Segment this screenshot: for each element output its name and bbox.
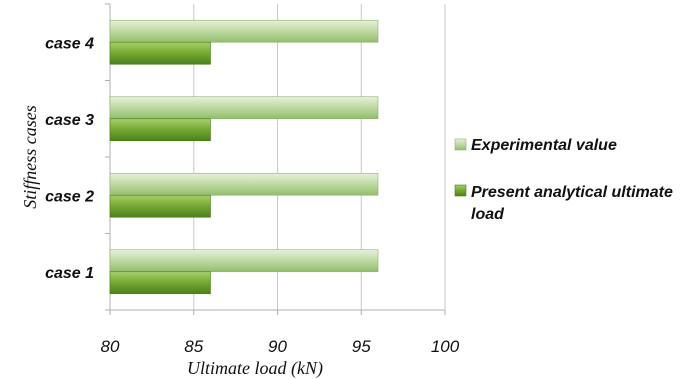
x-tick-labels: 80 85 90 95 100	[101, 310, 460, 356]
y-category-labels: case 1 case 2 case 3 case 4	[45, 3, 110, 311]
x-tick-label: 95	[352, 337, 371, 356]
x-tick-label: 90	[268, 337, 287, 356]
bars	[109, 19, 379, 295]
y-category-label: case 1	[45, 265, 94, 282]
bar-case-1-analytical	[109, 271, 211, 295]
y-category-label: case 4	[45, 35, 94, 52]
y-category-label: case 2	[45, 188, 94, 205]
x-tick-label: 85	[184, 337, 203, 356]
legend-swatch-analytical	[454, 184, 467, 197]
y-category-label: case 3	[45, 112, 94, 129]
x-axis-title: Ultimate load (kN)	[187, 358, 323, 379]
bar-case-4-analytical	[109, 41, 211, 65]
legend-swatch-experimental	[454, 138, 467, 151]
x-tick-label: 100	[431, 337, 460, 356]
bar-case-2-analytical	[109, 194, 211, 218]
bar-case-4-experimental	[109, 19, 379, 43]
bar-case-3-experimental	[109, 96, 379, 120]
bar-case-2-experimental	[109, 172, 379, 196]
legend-label-experimental: Experimental value	[471, 137, 617, 154]
y-axis-title: Stiffness cases	[20, 105, 40, 209]
legend: Experimental value Present analytical ul…	[454, 137, 677, 223]
bar-case-1-experimental	[109, 249, 379, 273]
bar-case-3-analytical	[109, 118, 211, 142]
x-tick-label: 80	[101, 337, 120, 356]
legend-label-analytical: Present analytical ultimate load	[471, 184, 677, 223]
